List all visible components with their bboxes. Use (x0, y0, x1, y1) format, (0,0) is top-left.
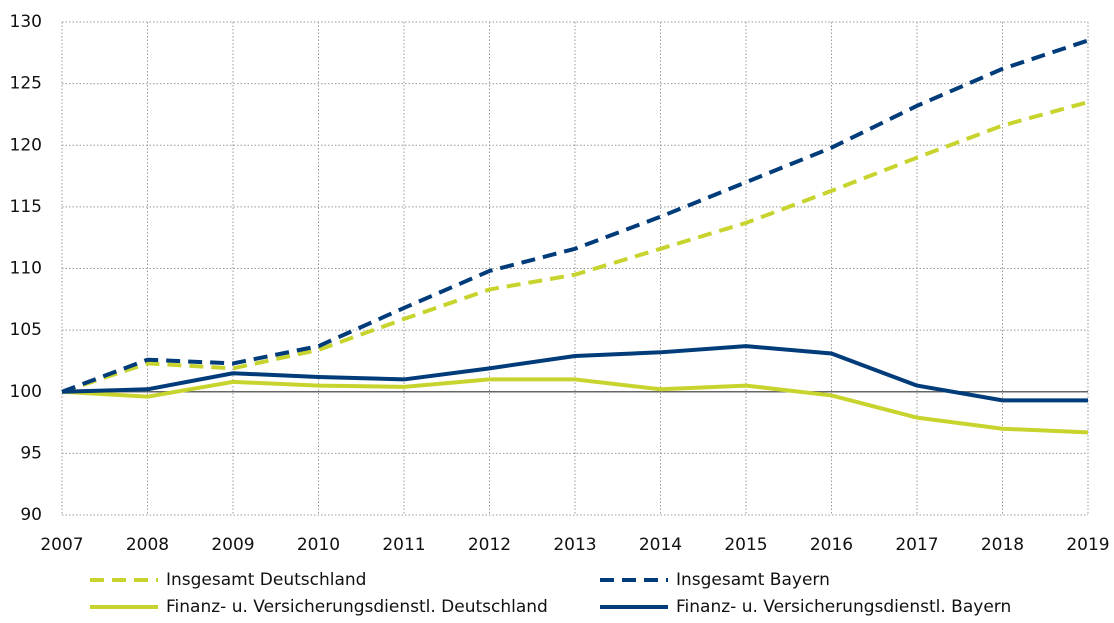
y-tick-label: 130 (10, 12, 42, 32)
series-line (61, 38, 1089, 394)
legend-label: Insgesamt Bayern (676, 570, 830, 590)
y-tick-label: 90 (20, 505, 42, 525)
x-tick-label: 2010 (297, 535, 340, 555)
y-tick-label: 105 (10, 320, 42, 340)
x-tick-label: 2016 (810, 535, 853, 555)
series-line (61, 377, 1089, 435)
x-tick-label: 2014 (639, 535, 682, 555)
x-tick-label: 2013 (553, 535, 596, 555)
y-tick-label: 110 (10, 259, 42, 279)
legend-label: Finanz- u. Versicherungsdienstl. Bayern (676, 597, 1011, 617)
y-tick-label: 100 (10, 382, 42, 402)
y-tick-label: 125 (10, 74, 42, 94)
y-tick-label: 95 (20, 443, 42, 463)
x-tick-label: 2018 (981, 535, 1024, 555)
x-tick-label: 2011 (382, 535, 425, 555)
x-tick-label: 2009 (211, 535, 254, 555)
legend-label: Insgesamt Deutschland (166, 570, 366, 590)
series-line (61, 344, 1088, 403)
x-tick-label: 2019 (1066, 535, 1109, 555)
x-tick-label: 2008 (126, 535, 169, 555)
y-tick-label: 120 (10, 135, 42, 155)
x-tick-label: 2012 (468, 535, 511, 555)
series-line (61, 100, 1089, 394)
x-tick-label: 2017 (895, 535, 938, 555)
x-tick-label: 2015 (724, 535, 767, 555)
y-tick-label: 115 (10, 197, 42, 217)
legend-label: Finanz- u. Versicherungsdienstl. Deutsch… (166, 597, 548, 617)
x-tick-label: 2007 (40, 535, 83, 555)
